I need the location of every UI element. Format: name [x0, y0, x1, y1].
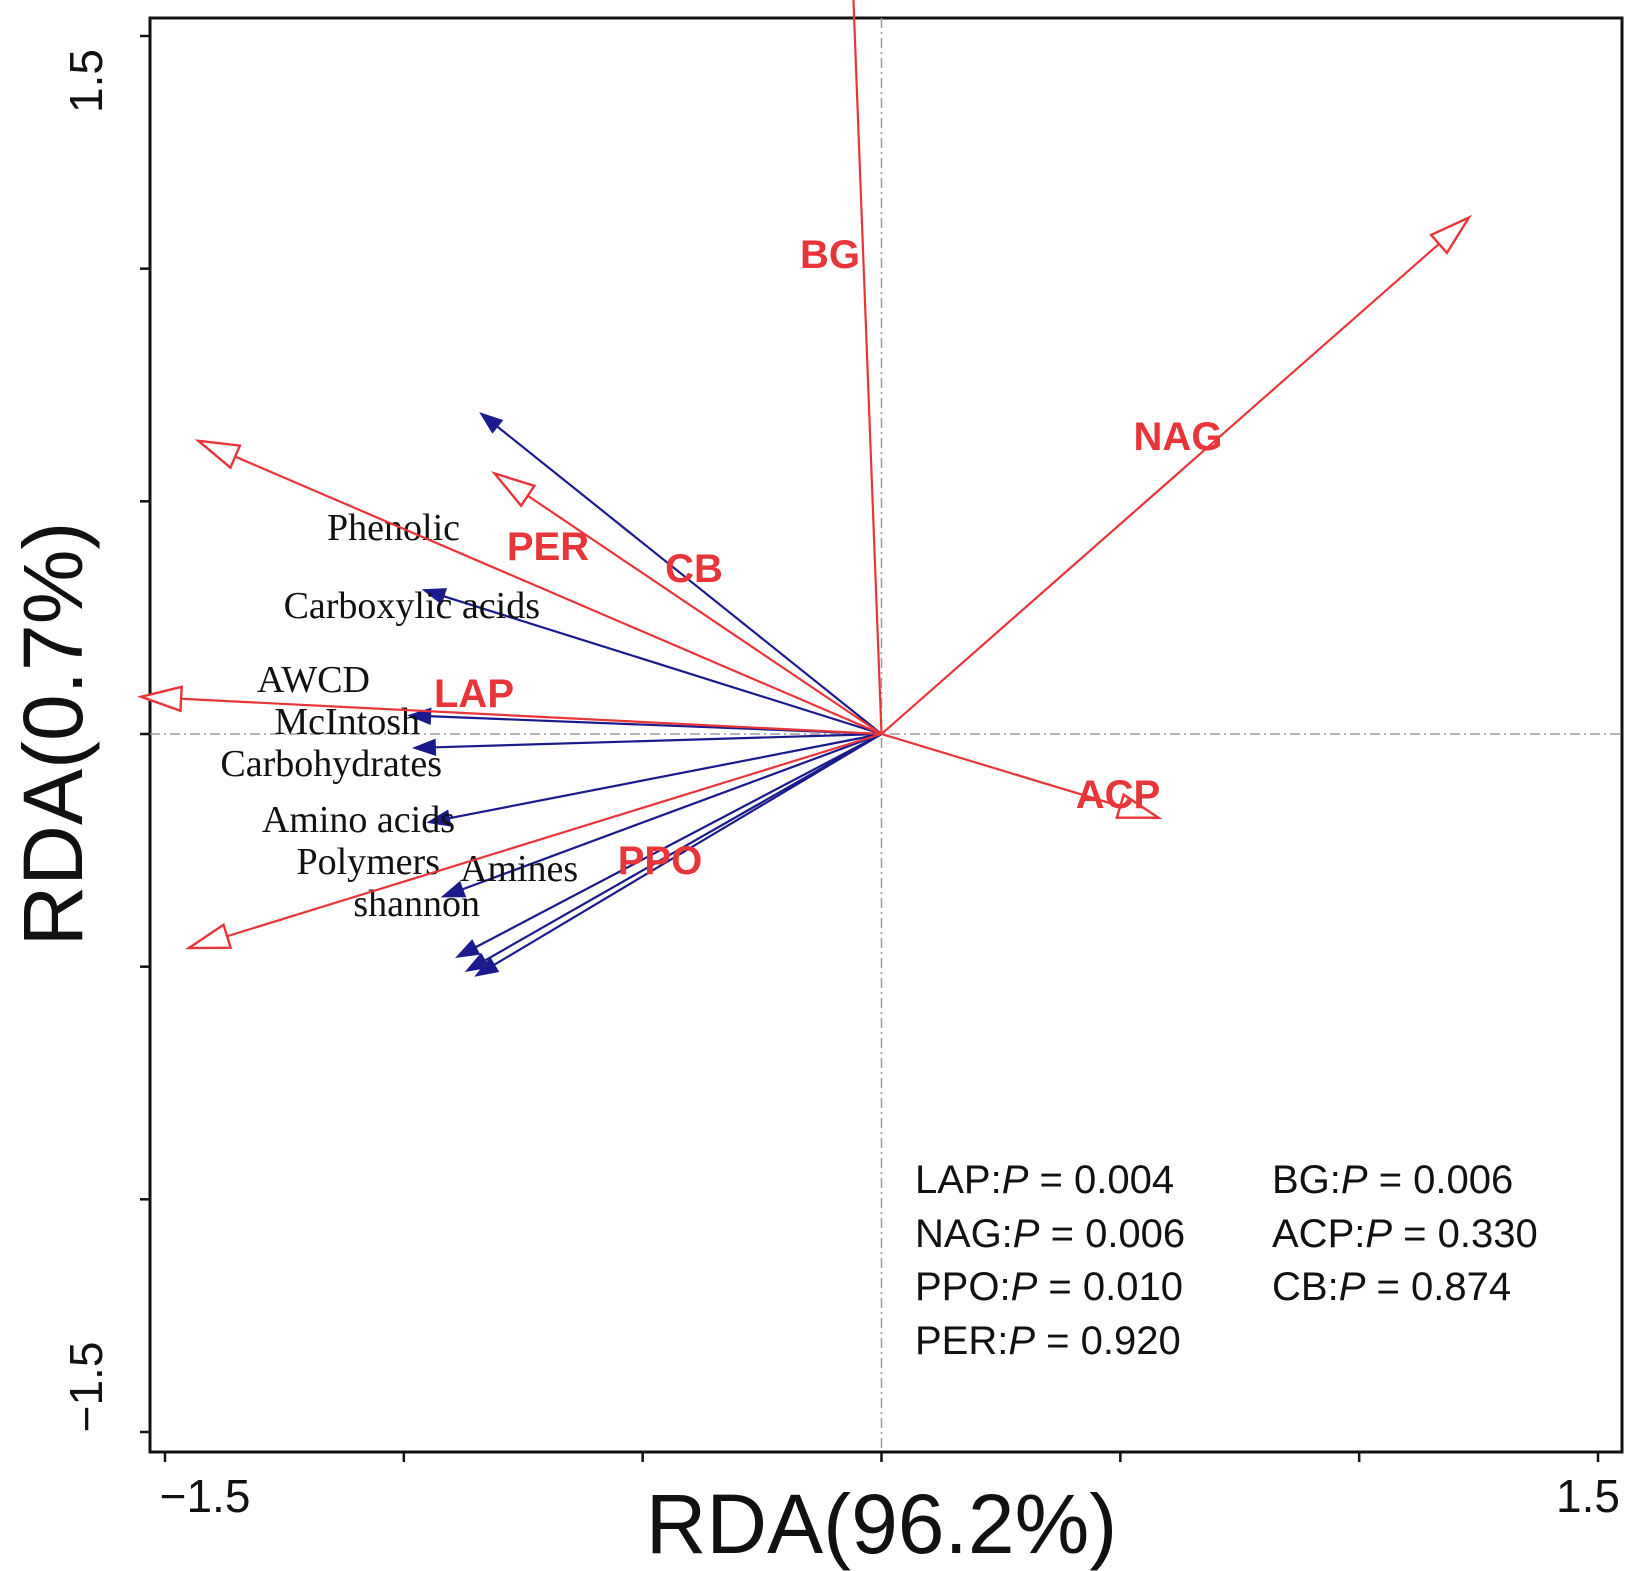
species-arrow-head	[455, 939, 481, 959]
species-arrow-head	[440, 880, 467, 898]
axis-ticks	[140, 34, 1600, 1462]
env-arrow-shaft	[527, 494, 883, 735]
species-label: Amino acids	[262, 799, 455, 841]
species-label: Carboxylic acids	[284, 585, 540, 627]
y-axis-title: RDA(0.7%)	[6, 522, 100, 947]
species-label: AWCD	[257, 659, 370, 701]
significance-bg: BG:P = 0.006	[1272, 1158, 1513, 1202]
env-label: ACP	[1076, 773, 1160, 817]
env-arrow-acp: ACP	[881, 732, 1163, 819]
species-arrow-shaft	[443, 595, 882, 736]
species-arrow-mcintosh: McIntosh	[274, 701, 882, 756]
env-arrow-per: PER	[194, 439, 882, 736]
species-arrow-shaft	[484, 733, 883, 962]
significance-lap: LAP:P = 0.004	[915, 1158, 1174, 1202]
species-label: Carbohydrates	[220, 743, 442, 785]
species-arrow-carbohydrates: Carbohydrates	[220, 732, 882, 827]
env-label: LAP	[434, 672, 514, 716]
y-tick-label-max: 1.5	[60, 49, 112, 113]
env-arrow-shaft	[881, 732, 1121, 808]
env-arrow-ppo: PPO	[184, 732, 882, 950]
env-label: BG	[800, 233, 860, 277]
significance-per: PER:P = 0.920	[915, 1319, 1181, 1363]
env-arrow-shaft	[226, 732, 882, 938]
species-arrow-head	[479, 412, 504, 434]
species-label: Phenolic	[327, 507, 460, 549]
env-arrow-head	[184, 922, 233, 950]
env-label: NAG	[1134, 415, 1223, 459]
species-arrow-shaft	[462, 732, 882, 891]
species-arrow-head	[421, 588, 448, 605]
species-arrow-shaft	[449, 732, 882, 820]
env-label: PPO	[618, 839, 702, 883]
significance-cb: CB:P = 0.874	[1272, 1265, 1511, 1309]
env-arrow-shaft	[880, 243, 1440, 735]
env-label: PER	[507, 525, 589, 569]
env-arrow-cb: CB	[491, 471, 883, 735]
significance-ppo: PPO:P = 0.010	[915, 1265, 1183, 1309]
species-arrow-amines: Amines	[460, 733, 883, 977]
env-arrow-head	[491, 471, 537, 508]
species-arrow-phenolic: Phenolic	[327, 412, 883, 735]
env-arrow-bg: BG	[800, 0, 883, 735]
env-arrow-head	[1115, 792, 1163, 819]
species-label: Amines	[460, 848, 578, 890]
env-arrow-head	[194, 439, 242, 470]
species-arrow-head	[474, 956, 500, 977]
species-arrow-shaft	[435, 732, 882, 749]
env-arrow-shaft	[234, 455, 882, 736]
species-arrow-carboxylic-acids: Carboxylic acids	[284, 585, 882, 736]
species-arrow-polymers: Polymers	[296, 733, 883, 959]
species-arrow-shaft	[496, 425, 883, 735]
env-arrow-head	[1429, 214, 1473, 255]
env-arrow-shaft	[852, 0, 883, 735]
environment-arrows: BG NAG PER CB LAP ACP PPO	[136, 0, 1473, 950]
y-tick-label-min: −1.5	[60, 1342, 112, 1433]
x-tick-label-min: −1.5	[160, 1470, 251, 1522]
env-label: CB	[665, 547, 723, 591]
env-arrow-lap: LAP	[136, 672, 882, 736]
x-axis-title: RDA(96.2%)	[646, 1477, 1117, 1571]
significance-nag: NAG:P = 0.006	[915, 1212, 1185, 1256]
species-arrow-amino-acids: Amino acids	[262, 732, 882, 898]
species-arrow-head	[411, 738, 437, 756]
species-arrows: Phenolic Carboxylic acids AWCDMcIntoshCarb…	[220, 412, 883, 977]
env-arrow-head	[136, 685, 183, 713]
species-arrow-shannon: shannon	[353, 733, 883, 973]
species-arrow-shaft	[493, 733, 883, 966]
species-label: Polymers	[296, 841, 440, 883]
x-tick-label-max: 1.5	[1556, 1470, 1620, 1522]
significance-acp: ACP:P = 0.330	[1272, 1212, 1538, 1256]
species-arrow-shaft	[475, 733, 883, 949]
significance-table: LAP:P = 0.004 BG:P = 0.006 NAG:P = 0.006 AC…	[915, 1158, 1538, 1363]
env-arrow-shaft	[181, 697, 882, 736]
env-arrow-nag: NAG	[880, 214, 1473, 735]
species-arrow-head	[426, 809, 452, 827]
